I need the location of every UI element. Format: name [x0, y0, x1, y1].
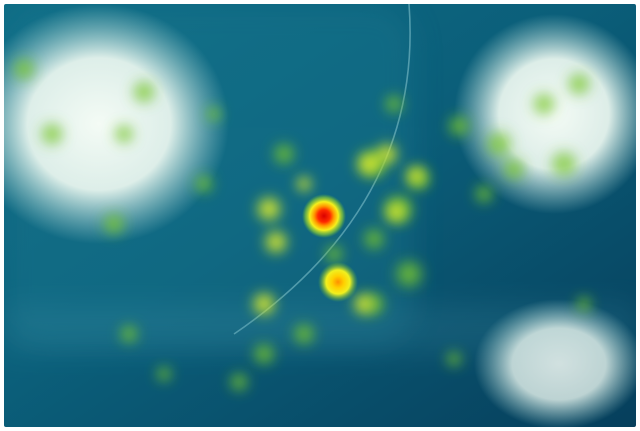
heat-spot-green	[204, 104, 224, 124]
heat-spot-green	[472, 182, 496, 206]
heat-spot-green	[38, 120, 66, 148]
heat-spot-green	[391, 256, 427, 292]
heat-spot-yellow	[249, 289, 279, 319]
heat-spot-green	[360, 225, 388, 253]
heat-spot-green	[530, 90, 558, 118]
heat-spot-green	[500, 155, 528, 183]
heat-spot-green	[548, 148, 580, 180]
heat-spot-green	[112, 122, 136, 146]
heat-spot-green	[100, 210, 128, 238]
heat-spots-yellow	[249, 140, 429, 319]
heat-spot-yellow	[350, 290, 378, 318]
heat-spot-green	[192, 172, 216, 196]
heat-spot-warm	[318, 262, 358, 302]
heat-spot-green	[270, 140, 298, 168]
heat-spot-yellow	[253, 193, 285, 225]
heat-spot-green	[483, 128, 515, 160]
heatmap-canvas	[4, 4, 636, 427]
heat-spot-green	[250, 340, 278, 368]
heat-spot-green	[130, 78, 158, 106]
heat-spot-green	[227, 370, 251, 394]
heat-spot-green	[154, 364, 174, 384]
heat-spot-green	[322, 242, 346, 266]
heat-spot-green	[574, 294, 594, 314]
heat-spot-green	[382, 92, 406, 116]
heat-spot-green	[290, 320, 318, 348]
glass-edge-arc	[233, 4, 411, 335]
heat-spot-green	[117, 322, 141, 346]
white-glow-left	[4, 4, 229, 244]
heat-spot-yellow	[373, 140, 401, 168]
heat-spot-peak	[302, 194, 346, 238]
heat-spots-hot	[302, 194, 358, 302]
white-glow-bottom-right	[474, 299, 636, 427]
heat-spot-green	[565, 70, 593, 98]
heatmap-image	[4, 4, 636, 427]
heat-spot-green	[445, 112, 473, 140]
heat-spot-yellow	[403, 163, 429, 189]
heat-spot-green	[10, 55, 38, 83]
heat-spot-yellow	[382, 198, 410, 226]
heat-spot-yellow	[261, 227, 291, 257]
heat-spot-green	[444, 349, 464, 369]
heat-spot-yellow	[294, 174, 314, 194]
